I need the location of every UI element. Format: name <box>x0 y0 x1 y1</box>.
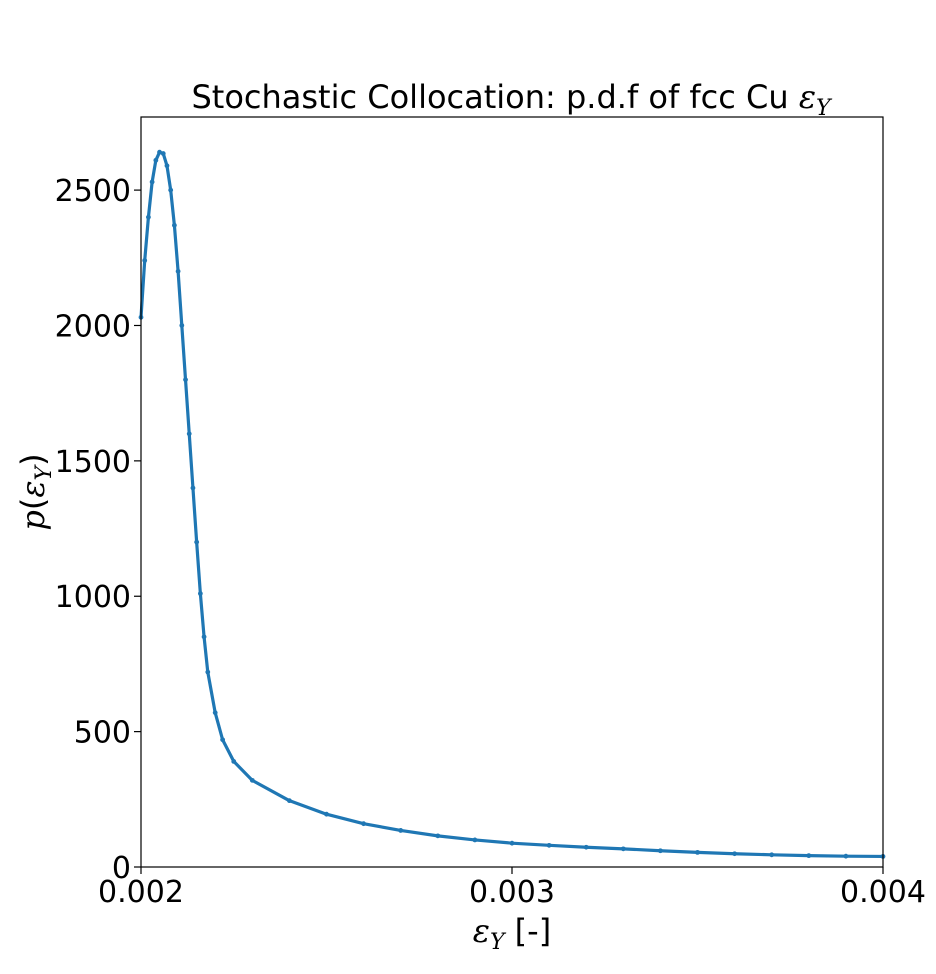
pdf-point <box>361 821 366 827</box>
chart-title: Stochastic Collocation: p.d.f of fcc Cu … <box>191 78 833 121</box>
y-axis-label-symbol: ε <box>14 480 52 497</box>
pdf-series-line <box>139 150 885 859</box>
pdf-point <box>249 777 255 783</box>
pdf-point <box>732 851 737 857</box>
pdf-point <box>212 710 218 716</box>
x-axis-label-symbol: ε <box>473 912 490 950</box>
pdf-point <box>324 811 329 817</box>
pdf-point <box>157 149 162 155</box>
pdf-point <box>164 163 170 169</box>
pdf-point <box>142 258 148 263</box>
x-axis-label: εY [-] <box>473 912 551 955</box>
pdf-point <box>146 214 151 220</box>
y-tick-label: 1500 <box>55 445 131 480</box>
y-axis-label: p(εY) <box>14 453 57 530</box>
y-axis: 0 500 1000 1500 2000 2500 <box>55 174 141 886</box>
y-tick-label: 0 <box>112 851 131 886</box>
data-marks <box>138 149 886 859</box>
y-tick-label: 2500 <box>55 174 131 209</box>
pdf-point <box>231 759 237 764</box>
pdf-point <box>435 833 441 839</box>
pdf-point <box>220 737 226 743</box>
pdf-point <box>509 840 515 846</box>
y-tick-label: 1000 <box>55 580 131 615</box>
pdf-point <box>201 634 207 640</box>
pdf-point <box>171 222 177 228</box>
pdf-point <box>472 837 478 843</box>
y-axis-label-subscript: Y <box>32 463 57 480</box>
pdf-point <box>149 179 155 185</box>
pdf-point <box>190 485 196 491</box>
y-tick-label: 500 <box>74 716 131 751</box>
pdf-point <box>197 591 203 596</box>
y-tick-label: 2000 <box>55 309 131 344</box>
pdf-point <box>175 268 181 274</box>
pdf-point <box>153 157 159 163</box>
pdf-point <box>769 852 775 858</box>
y-axis-label-open: ( <box>14 498 52 510</box>
pdf-point <box>205 669 211 675</box>
x-axis-label-unit: [-] <box>505 912 552 950</box>
chart-title-subscript: Y <box>816 96 833 121</box>
pdf-point <box>194 539 200 545</box>
chart-title-text: Stochastic Collocation: p.d.f of fcc Cu <box>191 78 798 116</box>
plot-area <box>141 117 883 867</box>
pdf-point <box>583 844 589 850</box>
y-axis-label-p: p <box>14 510 52 530</box>
x-tick-label: 0.004 <box>840 875 926 910</box>
pdf-point <box>843 853 849 859</box>
pdf-point <box>168 187 174 193</box>
pdf-point <box>179 323 185 328</box>
pdf-point <box>806 853 812 859</box>
pdf-point <box>658 848 663 854</box>
x-tick-label: 0.003 <box>469 875 555 910</box>
x-axis: 0.002 0.003 0.004 <box>98 867 926 910</box>
chart-title-symbol: ε <box>799 78 816 116</box>
x-axis-label-subscript: Y <box>490 930 507 955</box>
pdf-point <box>695 849 700 855</box>
x-tick-label: 0.002 <box>98 875 184 910</box>
pdf-point <box>398 828 404 833</box>
pdf-point <box>160 151 166 156</box>
pdf-point <box>287 798 292 804</box>
pdf-point <box>183 377 188 383</box>
pdf-point <box>620 846 626 852</box>
y-axis-label-close: ) <box>14 453 52 465</box>
pdf-point <box>546 842 552 848</box>
pdf-point <box>186 431 192 437</box>
